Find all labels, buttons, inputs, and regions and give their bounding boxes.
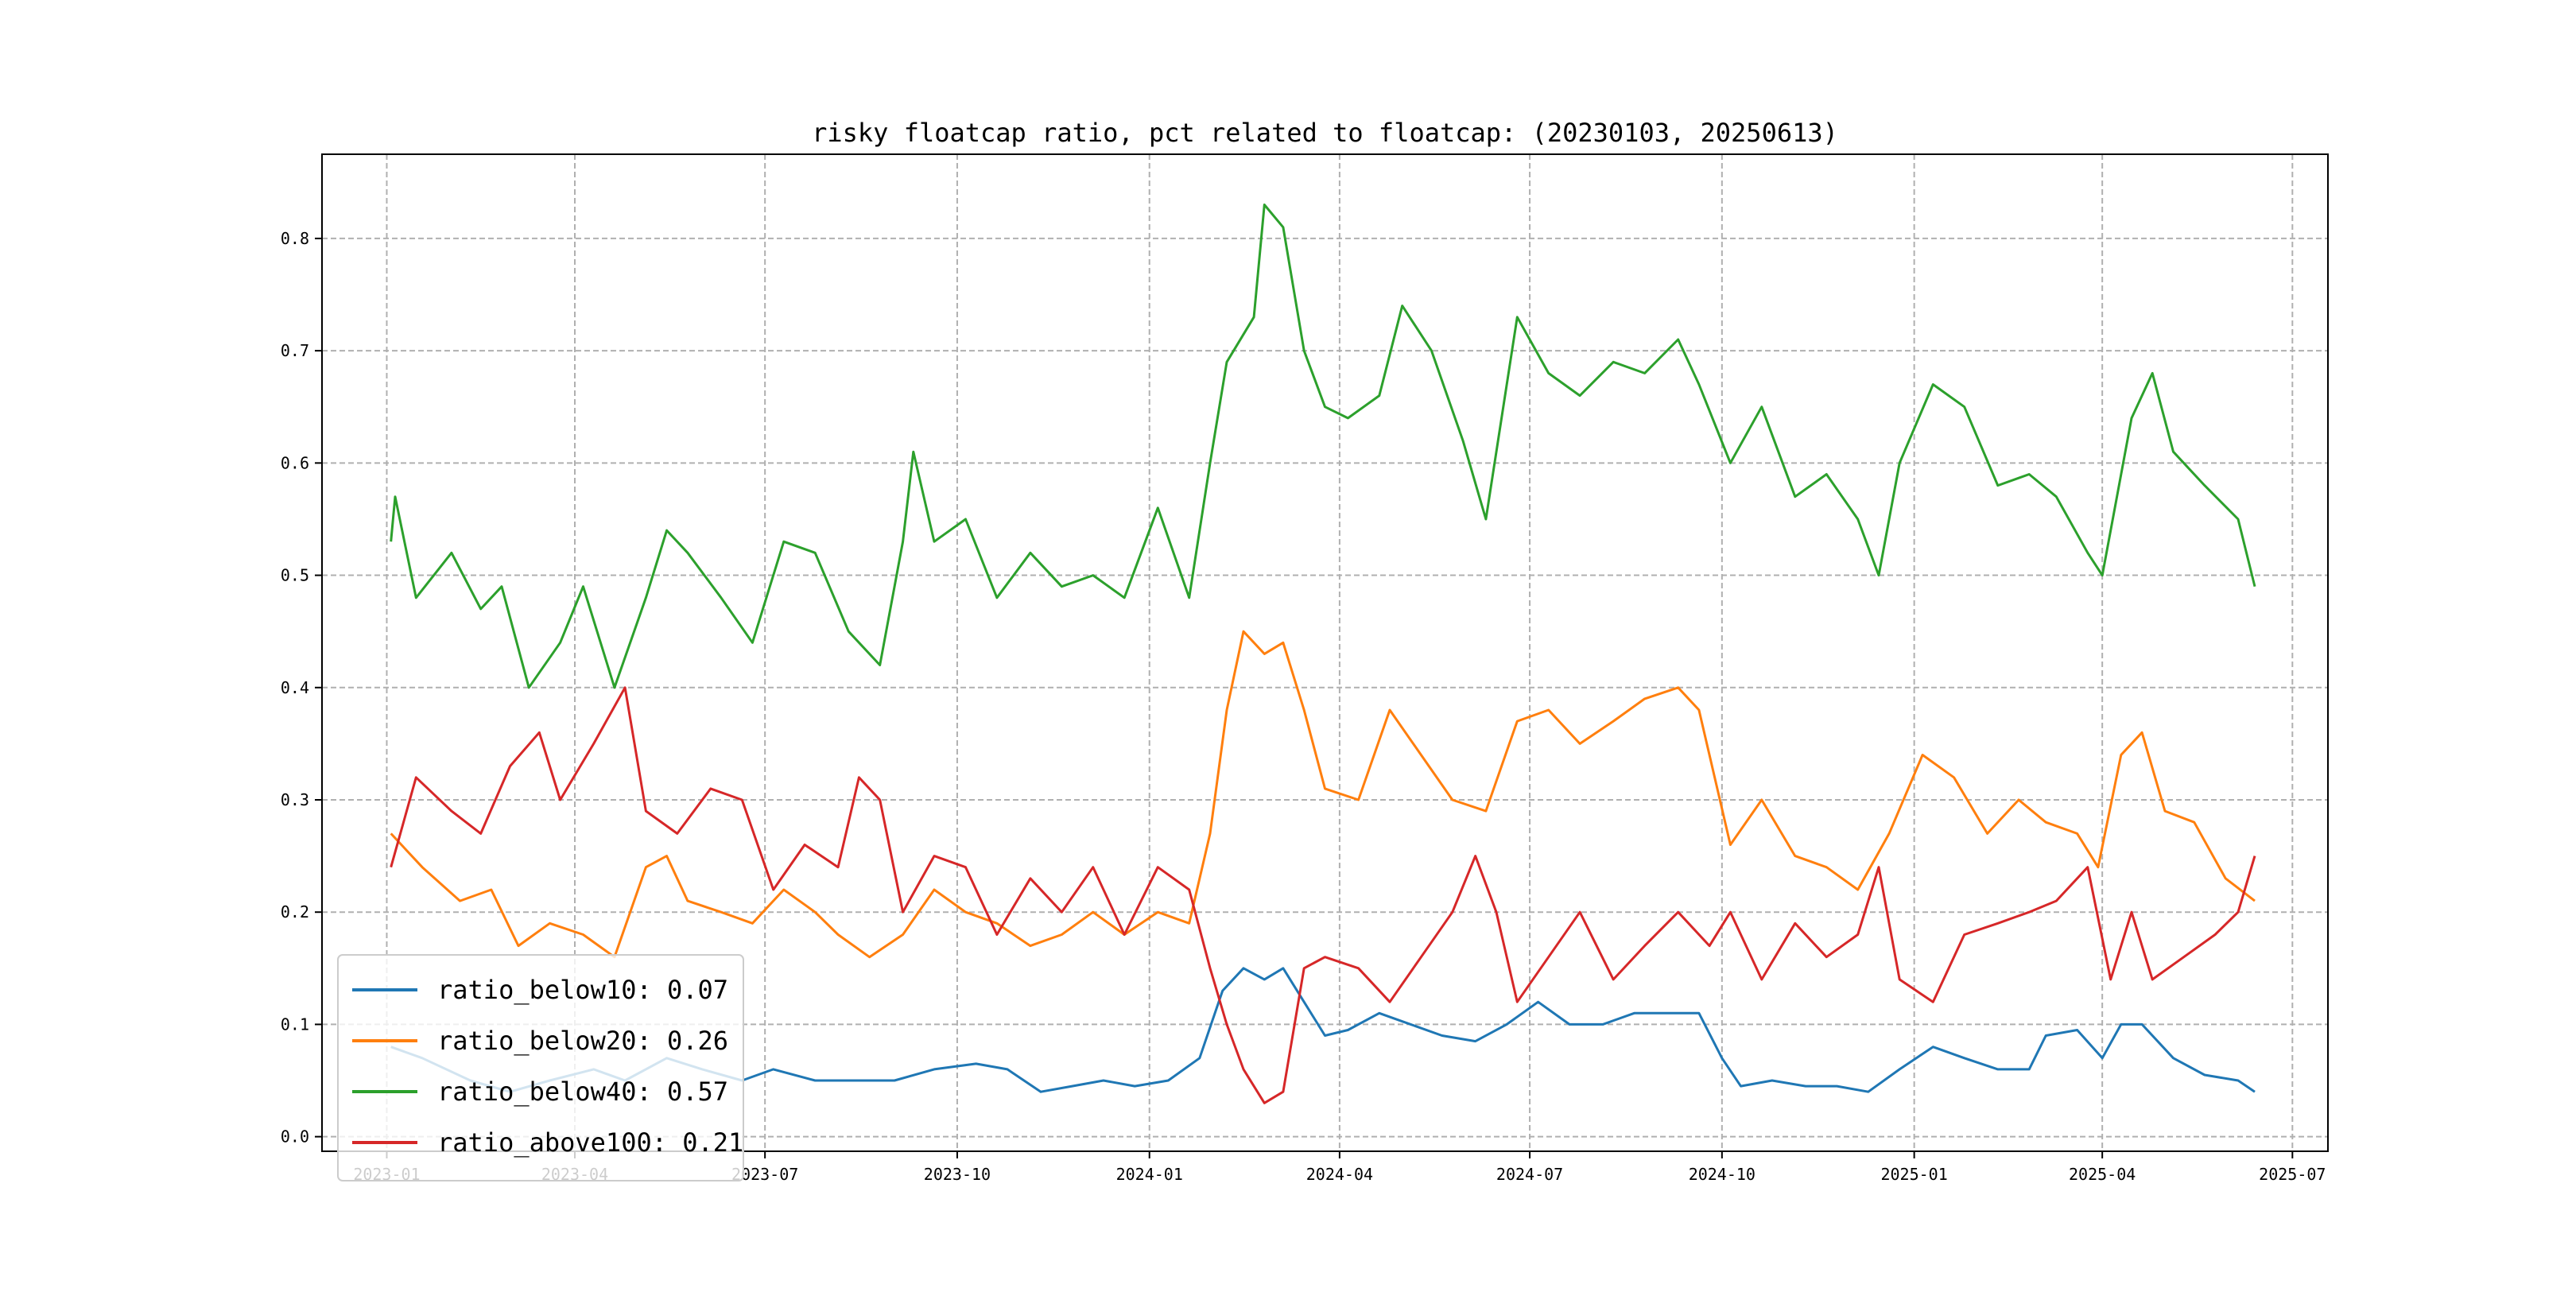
- y-tick-label: 0.8: [281, 229, 309, 248]
- y-tick-label: 0.1: [281, 1015, 309, 1034]
- x-tick-label: 2025-04: [2069, 1165, 2136, 1184]
- legend-label-ratio_below40: ratio_below40: 0.57: [437, 1077, 728, 1107]
- legend-label-ratio_below20: ratio_below20: 0.26: [437, 1026, 728, 1056]
- legend: ratio_below10: 0.07 ratio_below20: 0.26 ra…: [337, 954, 744, 1181]
- series-line-ratio_below10: [390, 967, 2256, 1093]
- y-tick-label: 0.4: [281, 678, 309, 697]
- x-tick-label: 2024-04: [1306, 1165, 1373, 1184]
- y-tick-label: 0.6: [281, 453, 309, 472]
- series-line-ratio_above100: [390, 686, 2256, 1104]
- y-tick-label: 0.7: [281, 341, 309, 360]
- series-line-ratio_below20: [390, 630, 2256, 959]
- y-tick-label: 0.2: [281, 902, 309, 921]
- legend-label-ratio_below10: ratio_below10: 0.07: [437, 975, 728, 1005]
- legend-label-ratio_above100: ratio_above100: 0.21: [437, 1127, 743, 1158]
- x-tick-label: 2024-07: [1496, 1165, 1563, 1184]
- y-tick-label: 0.0: [281, 1127, 309, 1147]
- series-line-ratio_below40: [390, 204, 2256, 689]
- plot-frame: [321, 153, 2329, 1152]
- x-tick-label: 2023-10: [924, 1165, 991, 1184]
- x-tick-label: 2024-10: [1689, 1165, 1755, 1184]
- chart-title: risky floatcap ratio, pct related to flo…: [812, 118, 1838, 148]
- y-tick-label: 0.5: [281, 566, 309, 585]
- x-tick-label: 2025-07: [2259, 1165, 2326, 1184]
- x-tick-label: 2025-01: [1880, 1165, 1947, 1184]
- series-layer: [390, 204, 2256, 1104]
- legend-box: [337, 954, 744, 1181]
- y-tick-label: 0.3: [281, 790, 309, 809]
- x-tick-label: 2024-01: [1116, 1165, 1183, 1184]
